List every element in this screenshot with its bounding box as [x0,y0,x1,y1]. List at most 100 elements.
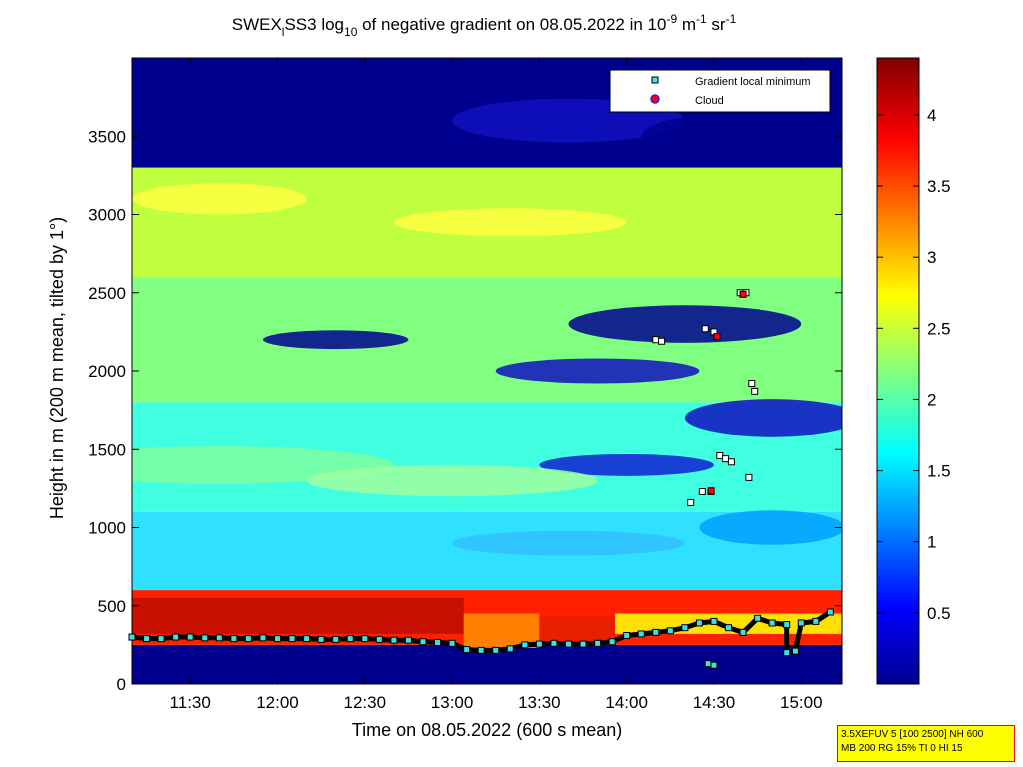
gradient-minimum-marker [812,617,820,625]
gradient-minimum-marker [303,635,311,643]
boundary-layer-red-2 [539,616,616,644]
gradient-minimum-marker [215,634,223,642]
gradient-minimum-marker [716,452,724,460]
heatmap-patch-13 [452,530,685,556]
gradient-minimum-marker [143,635,151,643]
settings-line-1: 3.5XEFUV 5 [100 2500] NH 600 [841,729,984,740]
colorbar-tick-label: 0.5 [927,604,951,623]
gradient-minimum-marker [375,635,383,643]
gradient-minimum-marker [259,634,267,642]
gradient-minimum-marker [230,635,238,643]
y-axis: 0 500 1000 1500 2000 2500 3000 3500 [88,127,842,694]
gradient-minimum-marker [273,635,281,643]
heatmap-patch-6 [568,305,802,343]
gradient-minimum-marker [783,621,791,629]
gradient-minimum-marker [201,634,209,642]
colorbar-tick-label: 3.5 [927,177,951,196]
gradient-minimum-marker [701,325,709,333]
gradient-minimum-marker [361,635,369,643]
heatmap-patch-7 [495,358,700,384]
cloud-marker [739,290,747,298]
gradient-minimum-marker [710,617,718,625]
gradient-minimum-marker [506,645,514,653]
legend: Gradient local minimum Cloud [609,69,831,113]
gradient-minimum-marker [826,608,834,616]
heatmap-patch-14 [699,510,842,545]
gradient-minimum-marker [739,628,747,636]
gradient-minimum-marker [579,640,587,648]
gradient-minimum-marker [623,631,631,639]
gradient-minimum-marker [751,387,759,395]
gradient-minimum-marker [404,636,412,644]
gradient-minimum-marker [666,627,674,635]
gradient-minimum-marker [681,624,689,632]
colorbar: 0.5 1 1.5 2 2.5 3 3.5 4 [876,57,951,685]
colorbar-tick-label: 2.5 [927,319,951,338]
heatmap-patch-5 [393,208,627,237]
y-tick-label: 3500 [88,127,126,146]
x-tick-label: 11:30 [170,693,211,712]
markers [128,289,834,669]
gradient-minimum-marker [317,635,325,643]
gradient-minimum-marker [448,639,456,647]
gradient-minimum-marker [477,646,485,654]
colorbar-tick-label: 4 [927,106,936,125]
y-tick-label: 1500 [88,440,126,459]
gradient-minimum-marker [463,646,471,654]
cloud-marker [713,333,721,341]
settings-line-2: MB 200 RG 15% TI 0 HI 15 [841,743,963,754]
x-axis-label: Time on 08.05.2022 (600 s mean) [352,720,623,740]
heatmap-patch-10 [539,453,714,476]
x-tick-label: 14:00 [605,693,648,712]
gradient-minimum-marker [768,619,776,627]
boundary-layer-red-1 [132,597,464,634]
heatmap-patch-9 [262,330,409,350]
gradient-minimum-marker [687,498,695,506]
gradient-minimum-marker [748,380,756,388]
colorbar-fill [876,57,920,685]
heatmap-patch-8 [684,399,842,437]
y-tick-label: 3000 [88,206,126,225]
x-axis: 11:30 12:00 12:30 13:00 13:30 14:00 14:30 15:00 [170,58,823,712]
x-tick-label: 12:00 [256,693,299,712]
settings-info-box: 3.5XEFUV 5 [100 2500] NH 600 MB 200 RG 1… [837,725,1015,762]
gradient-minimum-marker [346,635,354,643]
x-tick-label: 13:30 [518,693,561,712]
gradient-minimum-marker [288,635,296,643]
heatmap-patch-4 [132,183,307,215]
gradient-minimum-marker [652,336,660,344]
gradient-minimum-marker [186,633,194,641]
legend-box [609,69,831,113]
gradient-minimum-marker [608,638,616,646]
colorbar-tick-label: 3 [927,248,936,267]
gradient-minimum-marker [710,661,718,669]
colorbar-ticks: 0.5 1 1.5 2 2.5 3 3.5 4 [877,106,951,623]
gradient-minimum-marker [745,473,753,481]
gradient-minimum-marker [698,488,706,496]
y-tick-label: 500 [98,597,126,616]
gradient-minimum-marker [564,640,572,648]
heatmap-patch-12 [306,464,598,497]
gradient-minimum-marker [754,614,762,622]
legend-marker-cloud [650,94,660,104]
legend-marker-gradient-minimum [651,76,659,84]
y-tick-label: 1000 [88,519,126,538]
heatmap [132,58,842,684]
y-axis-label: Height in m (200 m mean, tilted by 1°) [47,217,67,519]
x-tick-label: 15:00 [780,693,823,712]
y-tick-label: 2500 [88,284,126,303]
gradient-minimum-marker [637,630,645,638]
x-tick-label: 14:30 [693,693,736,712]
gradient-minimum-marker [535,640,543,648]
chart-title: SWEXlSS3 log10 of negative gradient on 0… [232,12,737,39]
gradient-minimum-marker [594,639,602,647]
x-tick-label: 13:00 [431,693,474,712]
colorbar-tick-label: 2 [927,390,936,409]
y-tick-label: 2000 [88,362,126,381]
legend-label-gradient-minimum: Gradient local minimum [695,76,811,88]
gradient-minimum-marker [704,660,712,668]
heatmap-patch-3 [641,112,842,160]
legend-label-cloud: Cloud [695,95,724,107]
x-tick-label: 12:30 [344,693,387,712]
